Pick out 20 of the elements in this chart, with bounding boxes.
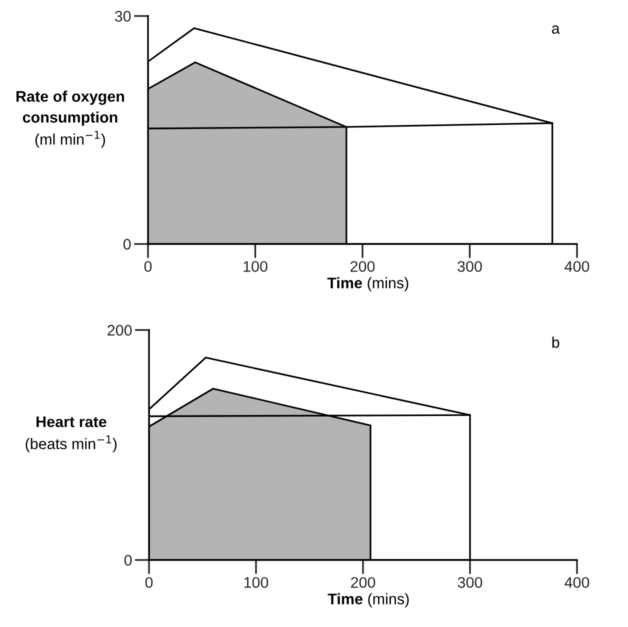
x-tick-label: 0 [145,577,153,588]
x-tick-label: 200 [350,261,375,272]
y-tick-label: 0 [123,238,131,250]
x-tick-label: 0 [144,261,152,272]
y-axis-title: Heart rate (beats min$^{−1}$) [26,416,117,452]
y-tick-label: 200 [108,324,132,336]
x-axis-title: Time (mins) [328,593,409,608]
y-axis-title: Rate of oxygen consumption (ml min$^{−1}$) [16,90,124,148]
x-tick-label: 400 [564,261,590,272]
x-axis-title: Time (mins) [327,277,408,292]
x-tick-label: 300 [458,261,482,272]
annotation: a [552,25,560,34]
x-tick-label: 200 [351,577,376,588]
x-tick-label: 100 [244,261,268,272]
y-tick-label: 0 [124,554,132,566]
x-tick-label: 100 [244,577,268,588]
x-tick-label: 300 [458,577,482,588]
x-tick-label: 400 [564,577,590,588]
y-tick-label: 30 [114,10,131,22]
annotation: b [552,336,560,348]
